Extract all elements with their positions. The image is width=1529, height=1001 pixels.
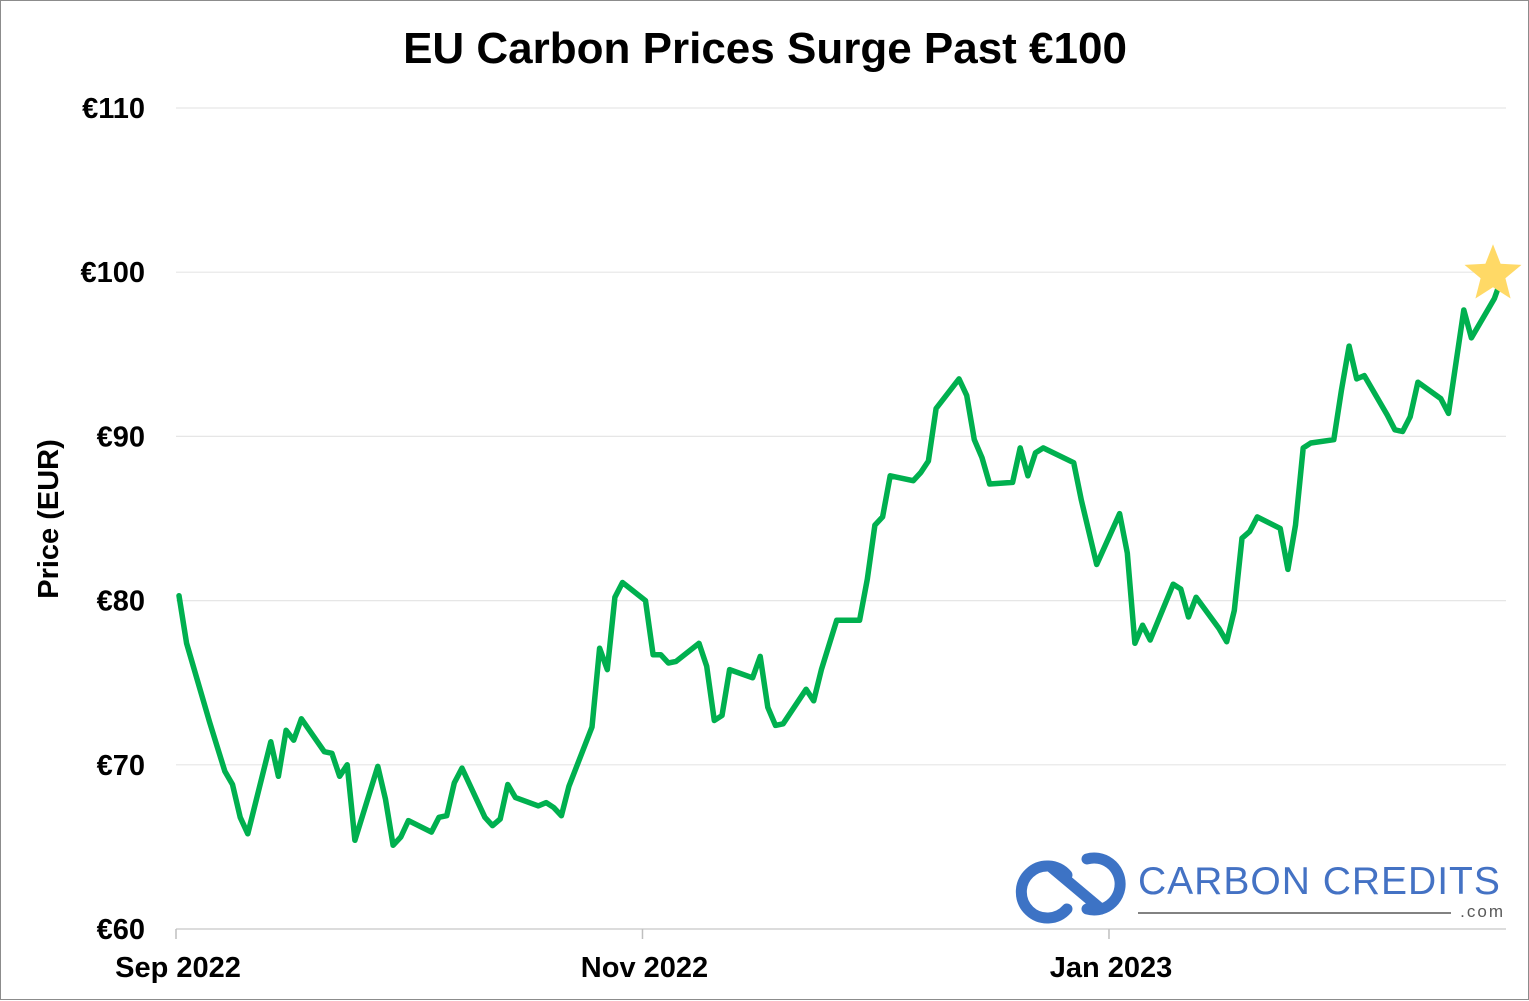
brand-sub: .com	[1460, 902, 1505, 921]
x-tick-label: Jan 2023	[1050, 952, 1173, 984]
x-axis: Sep 2022 Nov 2022 Jan 2023	[115, 928, 1506, 984]
chain-link-icon	[1015, 852, 1126, 924]
y-tick-label: €70	[97, 750, 145, 782]
annotations	[1464, 244, 1522, 299]
series-line	[176, 274, 1505, 849]
brand-logo: CARBON CREDITS .com	[1015, 852, 1505, 924]
x-tick-label: Nov 2022	[581, 952, 708, 984]
gridlines	[176, 107, 1506, 766]
y-axis-ticks: €60 €70 €80 €90 €100 €110	[80, 93, 145, 946]
y-tick-label: €80	[97, 586, 145, 618]
y-tick-label: €60	[97, 914, 145, 946]
y-axis-label: Price (EUR)	[33, 439, 65, 599]
chart-title: EU Carbon Prices Surge Past €100	[403, 24, 1127, 73]
star-icon	[1464, 244, 1522, 299]
brand-name: CARBON CREDITS	[1138, 860, 1501, 903]
y-tick-label: €90	[97, 421, 145, 453]
y-tick-label: €100	[80, 257, 145, 289]
series-group	[176, 274, 1505, 849]
x-tick-label: Sep 2022	[115, 952, 241, 984]
y-tick-label: €110	[82, 93, 145, 125]
